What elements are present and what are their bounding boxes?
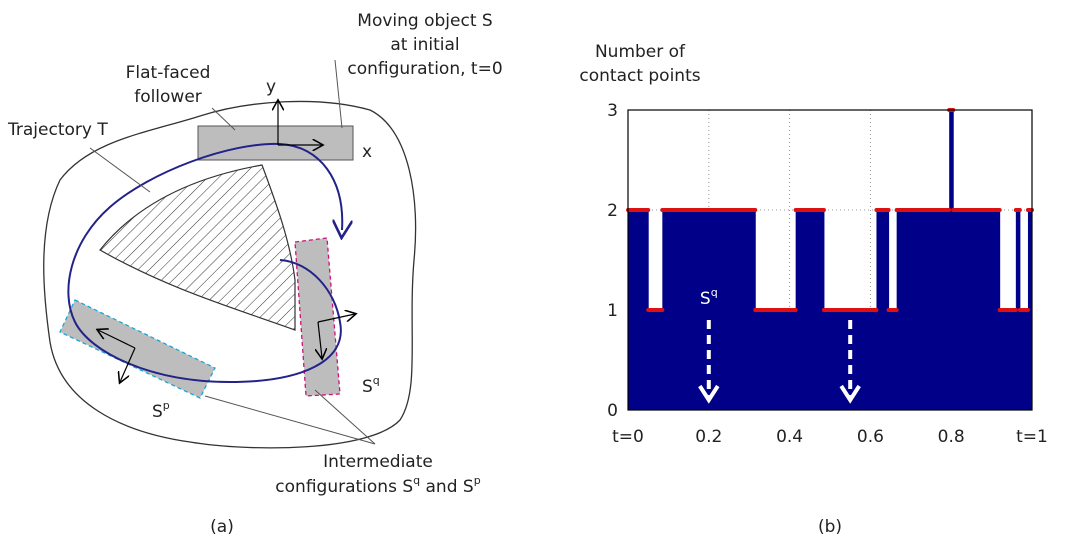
- label: y: [266, 77, 276, 97]
- x-tick-label: 0.2: [695, 427, 722, 447]
- label: configurations S: [275, 477, 413, 497]
- leader: [335, 60, 342, 128]
- label: Flat-faced: [126, 63, 211, 83]
- label: Sq: [362, 374, 380, 397]
- panel-b: Number of contact points (b) 0 1 2 3 t=0 0.2 0…: [579, 42, 1047, 537]
- annotation-text: S: [841, 289, 852, 309]
- x-tick-label: t=1: [1016, 427, 1048, 447]
- annotation-text: S: [700, 289, 711, 309]
- step-bar: [628, 210, 649, 410]
- x-tick-label: 0.4: [776, 427, 803, 447]
- label: and S: [420, 477, 474, 497]
- label: at initial: [390, 35, 459, 55]
- label: Sp: [152, 399, 170, 422]
- panel-a: Moving object S at initial configuration…: [7, 11, 503, 537]
- y-axis-label: Number of: [595, 42, 686, 62]
- caption: (a): [210, 517, 234, 537]
- step-bar: [889, 310, 898, 410]
- caption: (b): [818, 517, 842, 537]
- step-bar: [949, 110, 954, 410]
- annotation-sup: q: [711, 286, 718, 299]
- label: q: [413, 474, 420, 487]
- y-tick-label: 3: [607, 101, 618, 121]
- label: p: [474, 474, 481, 487]
- label: configurations Sq and Sp: [275, 474, 480, 497]
- label: Trajectory T: [7, 120, 108, 140]
- x-tick-label: t=0: [612, 427, 644, 447]
- figure: Moving object S at initial configuration…: [0, 0, 1067, 547]
- y-tick-label: 1: [607, 301, 618, 321]
- label: follower: [134, 87, 202, 107]
- config-sp: [60, 300, 215, 398]
- x-tick-label: 0.8: [938, 427, 965, 447]
- label: Moving object S: [357, 11, 492, 31]
- y-tick-label: 0: [607, 401, 618, 421]
- leader: [90, 148, 150, 192]
- label: configuration, t=0: [347, 59, 502, 79]
- annotation: Sp: [841, 286, 859, 309]
- y-axis-label: contact points: [579, 66, 700, 86]
- y-tick-label: 2: [607, 201, 618, 221]
- label: S: [362, 377, 373, 397]
- step-bar: [1000, 310, 1017, 410]
- hatched-cam: [100, 165, 295, 330]
- step-bar: [897, 210, 950, 410]
- label: x: [362, 142, 372, 162]
- step-bar: [755, 310, 796, 410]
- x-tick-label: 0.6: [857, 427, 884, 447]
- label: S: [152, 402, 163, 422]
- label: Intermediate: [323, 452, 433, 472]
- step-bar: [1020, 310, 1029, 410]
- step-bar: [648, 310, 663, 410]
- label: q: [373, 374, 380, 387]
- leader: [205, 396, 375, 444]
- step-bar: [953, 210, 1000, 410]
- label: p: [163, 399, 170, 412]
- step-bar: [796, 210, 825, 410]
- annotation-sup: p: [852, 286, 859, 299]
- page: {"panel_a": { "moving_object": ["Moving …: [0, 0, 1067, 547]
